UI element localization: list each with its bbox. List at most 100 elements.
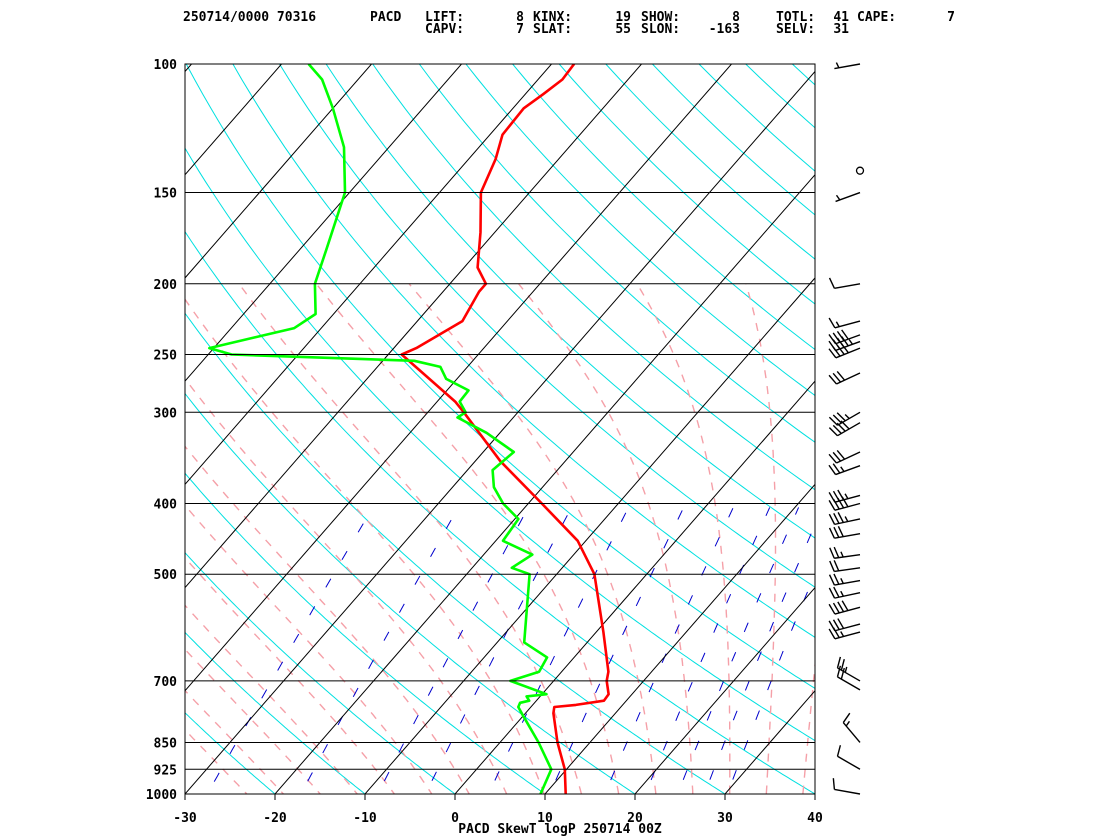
mixing-ratio-line [549,507,685,794]
wind-barb [828,463,861,476]
wind-barb [836,656,861,682]
isotherm [544,483,815,794]
dry-adiabat [232,64,815,638]
dry-adiabat [185,631,366,794]
barb-full [841,329,849,340]
temperature-tick-label: 0 [451,811,459,826]
barb-staff [837,755,861,770]
barb-half [848,339,854,345]
barb-full [828,348,837,359]
barb-full [836,371,846,381]
dry-adiabat [185,712,276,794]
barb-full [841,600,849,611]
barb-full [837,601,845,613]
pressure-tick-label: 925 [154,763,177,778]
barb-full [832,451,842,462]
barb-full [828,317,836,329]
mixing-ratio-line [644,507,771,794]
wind-barb [828,526,861,539]
pressure-tick-label: 850 [154,736,178,751]
barb-half [844,414,850,420]
barb-full [836,412,846,422]
barb-full [829,547,835,559]
pressure-tick-label: 300 [154,406,178,421]
index-label: SHOW: [641,10,681,25]
barb-full [833,573,840,585]
barb-full [828,453,837,464]
barb-full [829,560,835,572]
barb-staff [834,283,861,289]
barb-full [836,745,842,757]
barb-half [835,194,841,201]
barb-staff [834,788,861,795]
dry-adiabat [465,64,815,397]
mixing-ratio-line [487,507,629,794]
mixing-ratio-line [604,507,734,794]
mixing-ratio-line [377,507,529,794]
barb-half [840,590,844,597]
barb-full [832,778,836,790]
barb-full [837,512,844,523]
isotherm [185,64,283,176]
index-label: SELV: [776,22,816,37]
isotherm [185,70,815,794]
wind-barb [828,371,861,385]
wind-barb [828,411,861,426]
barb-full [828,603,836,615]
barb-full [833,512,840,524]
isotherm [0,48,26,810]
pressure-tick-label: 200 [154,278,178,293]
isotherm [634,586,815,794]
barb-half [840,631,845,637]
isotherm [724,690,815,794]
dry-adiabat [418,64,815,443]
temperature-profile [400,64,610,794]
barb-full [841,496,849,508]
wind-barb [828,618,861,632]
index-value: 8 [732,10,740,25]
barb-full [828,527,836,539]
index-value: 19 [615,10,631,25]
index-label: CAPV: [425,22,465,37]
pressure-tick-label: 700 [154,675,178,690]
plot-area [0,48,815,810]
wind-barb [842,712,861,743]
barb-full [836,422,846,432]
mixing-ratio-line [726,572,815,794]
index-value: 7 [947,10,955,25]
moist-adiabat [408,283,657,794]
wind-barb [828,420,861,437]
index-value: 41 [833,10,849,25]
pressure-tick-label: 1000 [146,788,177,803]
pressure-tick-label: 400 [154,498,178,513]
barb-full [832,619,840,630]
temperature-tick-label: -30 [173,811,197,826]
moist-adiabat [802,658,815,794]
moist-adiabat [518,283,694,794]
index-value: 55 [615,22,631,37]
isotherm [185,64,733,692]
barb-full [833,560,840,572]
wind-barb [828,317,861,329]
wind-barb [828,496,861,511]
isotherm [0,48,116,810]
pressure-tick-label: 500 [154,568,178,583]
barb-full [840,420,850,430]
mixing-ratio-line [206,507,374,794]
wind-barb [829,560,861,573]
barb-full [841,336,849,347]
wind-barb [836,745,861,770]
wind-barb [828,586,861,599]
dry-adiabat [185,793,186,794]
wind-barb [828,450,861,464]
mixing-ratio-line [300,507,459,794]
wind-barb [834,62,861,70]
isotherm [185,64,193,73]
barb-full [828,427,838,437]
dry-adiabat [791,64,815,86]
moist-adiabat [636,283,731,794]
barb-full [837,526,844,537]
index-label: LIFT: [425,10,465,25]
isotherm [274,173,815,794]
wind-barb [829,546,861,559]
